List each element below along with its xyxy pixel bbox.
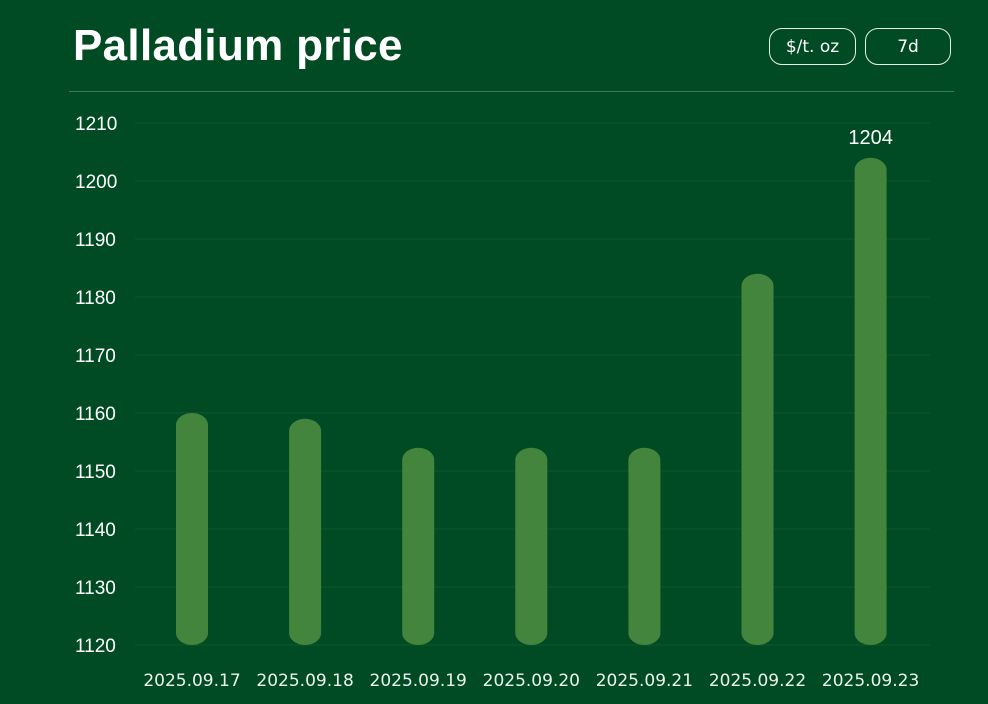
- y-tick-label: 1210: [75, 114, 117, 135]
- y-tick-label: 1180: [75, 288, 116, 309]
- x-tick-label: 2025.09.22: [709, 671, 806, 691]
- bar[interactable]: [402, 447, 435, 645]
- bar[interactable]: [176, 413, 208, 645]
- y-tick-label: 1150: [75, 462, 116, 483]
- y-tick-label: 1200: [75, 172, 117, 193]
- time-range-button[interactable]: 7d: [865, 28, 951, 65]
- bar[interactable]: [854, 157, 887, 646]
- bar[interactable]: [741, 273, 774, 645]
- y-tick-label: 1120: [75, 636, 116, 657]
- bar[interactable]: [628, 447, 661, 645]
- x-tick-label: 2025.09.21: [596, 671, 693, 691]
- y-tick-label: 1170: [75, 346, 116, 367]
- bar[interactable]: [515, 447, 548, 645]
- page-title: Palladium price: [73, 21, 403, 70]
- header-divider: [69, 91, 954, 92]
- y-tick-label: 1140: [75, 520, 116, 541]
- unit-toggle-button[interactable]: $/t. oz: [769, 28, 856, 65]
- x-tick-label: 2025.09.23: [822, 671, 919, 691]
- x-tick-label: 2025.09.19: [370, 671, 467, 691]
- x-tick-label: 2025.09.17: [143, 671, 240, 691]
- x-tick-label: 2025.09.20: [483, 671, 580, 691]
- x-tick-label: 2025.09.18: [256, 671, 353, 691]
- y-tick-label: 1130: [75, 578, 116, 599]
- bar[interactable]: [289, 418, 322, 645]
- data-label: 1204: [848, 127, 893, 149]
- y-tick-label: 1160: [75, 404, 116, 425]
- y-tick-label: 1190: [75, 230, 116, 251]
